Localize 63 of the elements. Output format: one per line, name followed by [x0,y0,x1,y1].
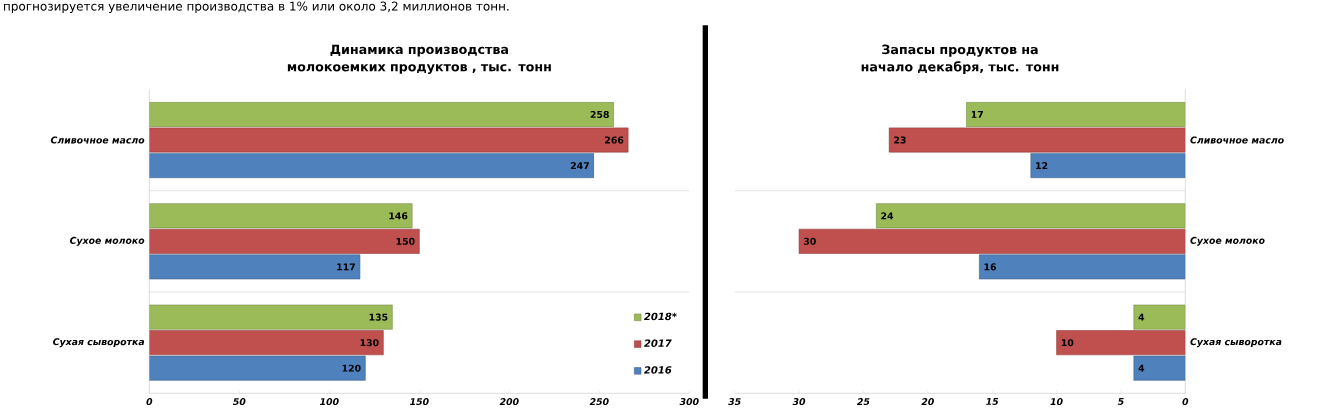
x-tick-label: 300 [679,398,699,406]
y-tick-label: Сухое молоко [69,237,145,246]
bar [149,304,393,330]
x-tick-label: 5 [1117,398,1124,406]
bar [149,102,615,128]
data-label: 146 [389,212,408,220]
legend-label: 2016 [644,366,672,374]
x-tick-label: 0 [146,398,153,406]
chart-title: Запасы продуктов на начало декабря, тыс. тонн [861,44,1059,75]
x-tick-label: 35 [728,398,741,406]
bar [798,229,1186,254]
x-tick-label: 15 [986,398,999,406]
data-label: 10 [1061,339,1074,347]
chart-title: Динамика производства молокоемких продуктов , тыс. тонн [287,44,551,75]
data-label: 150 [396,237,415,246]
text: прогнозируется увеличение производства в 1% или около 3,2 миллионов тонн. [4,1,509,14]
x-tick-label: 150 [410,398,429,406]
data-label: 23 [894,136,906,144]
bar [149,127,629,153]
y-tick-label: Сухая сыворотка [53,338,145,348]
bar [149,203,413,229]
x-tick-label: 0 [1182,398,1189,406]
bar [149,355,366,381]
data-label: 120 [342,364,361,372]
data-label: 135 [369,313,388,321]
x-tick-label: 30 [792,398,806,406]
x-tick-label: 200 [499,398,519,406]
data-label: 258 [590,111,609,119]
bar [888,127,1186,153]
bar [1056,330,1186,356]
bar [1133,304,1186,330]
data-label: 24 [881,212,894,220]
legend-label: 2017 [644,339,672,348]
bar [1030,153,1186,179]
x-tick-label: 50 [232,398,246,406]
data-label: 17 [971,111,983,119]
data-label: 30 [803,237,816,246]
x-tick-label: 250 [589,398,609,406]
y-tick-label: Сухая сыворотка [1190,338,1282,348]
data-label: 4 [1138,364,1145,372]
bar [966,102,1186,128]
bar [149,330,384,356]
data-label: 4 [1138,313,1145,321]
x-tick-label: 20 [921,398,934,406]
bar [149,153,595,179]
data-label: 247 [570,162,589,170]
data-label: 130 [360,339,379,347]
x-tick-label: 10 [1050,398,1063,406]
bar [149,229,420,254]
x-tick-label: 100 [320,398,339,406]
bar [149,254,361,280]
data-label: 117 [337,263,355,271]
x-tick-label: 25 [856,398,870,406]
y-tick-label: Сухое молоко [1190,237,1265,246]
data-label: 16 [984,263,997,271]
data-label: 266 [605,136,624,144]
bar [979,254,1186,280]
legend-label: 2018* [644,312,677,321]
y-tick-label: Сливочное масло [50,136,145,144]
data-label: 12 [1036,162,1048,170]
bar [1133,355,1186,381]
bar [876,203,1186,229]
y-tick-label: Сливочное масло [1190,136,1284,144]
